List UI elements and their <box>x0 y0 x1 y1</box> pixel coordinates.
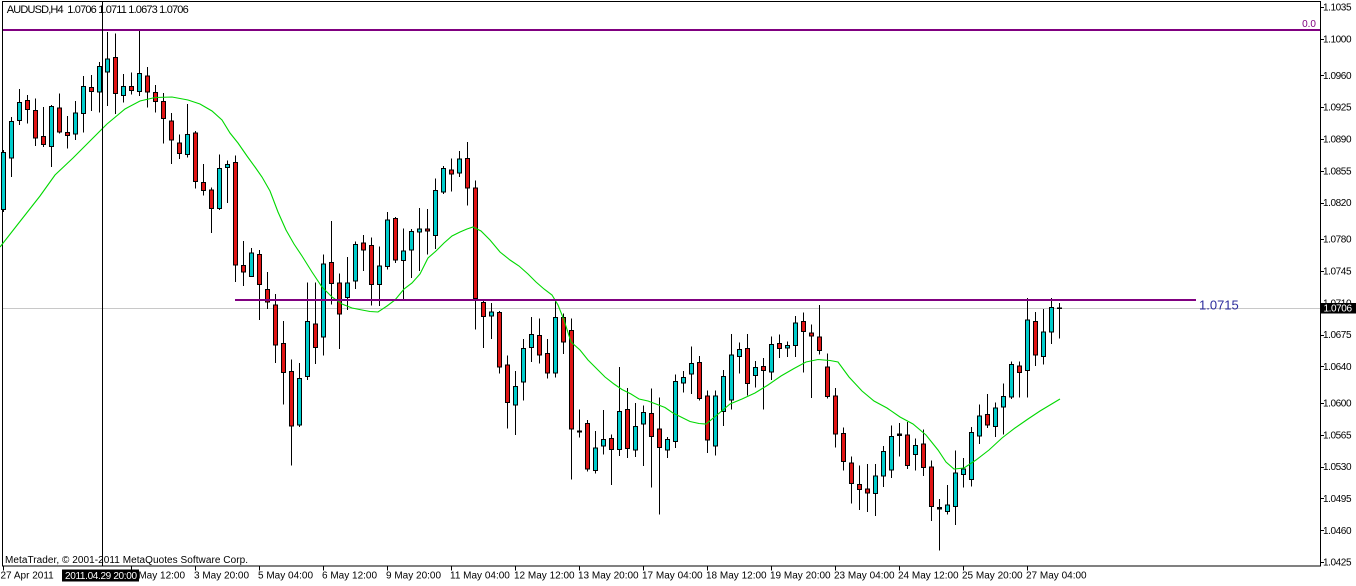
svg-text:1.0565: 1.0565 <box>1323 430 1352 441</box>
svg-text:1.0925: 1.0925 <box>1323 103 1352 114</box>
svg-text:1.0960: 1.0960 <box>1323 71 1352 82</box>
svg-text:13 May 20:00: 13 May 20:00 <box>578 571 639 582</box>
svg-text:1.0745: 1.0745 <box>1323 267 1352 278</box>
svg-text:1.0820: 1.0820 <box>1323 198 1352 209</box>
svg-text:1.1000: 1.1000 <box>1323 34 1352 45</box>
svg-text:23 May 04:00: 23 May 04:00 <box>834 571 895 582</box>
svg-text:1.0675: 1.0675 <box>1323 330 1352 341</box>
svg-text:1.0425: 1.0425 <box>1323 558 1352 569</box>
svg-text:12 May 12:00: 12 May 12:00 <box>514 571 575 582</box>
svg-text:1.0530: 1.0530 <box>1323 462 1352 473</box>
svg-text:27 May 04:00: 27 May 04:00 <box>1026 571 1087 582</box>
svg-text:2 May 12:00: 2 May 12:00 <box>130 571 185 582</box>
svg-text:1.0890: 1.0890 <box>1323 135 1352 146</box>
svg-text:24 May 12:00: 24 May 12:00 <box>898 571 959 582</box>
svg-text:25 May 20:00: 25 May 20:00 <box>962 571 1023 582</box>
svg-text:1.1035: 1.1035 <box>1323 3 1352 14</box>
svg-text:MetaTrader, © 2001-2011 MetaQu: MetaTrader, © 2001-2011 MetaQuotes Softw… <box>5 555 248 566</box>
svg-text:1.0460: 1.0460 <box>1323 526 1352 537</box>
svg-text:1.0706: 1.0706 <box>1324 304 1353 315</box>
svg-text:3 May 20:00: 3 May 20:00 <box>194 571 249 582</box>
svg-text:1.0715: 1.0715 <box>1199 298 1239 313</box>
svg-text:AUDUSD,H4 1.0706 1.0711 1.067: AUDUSD,H4 1.0706 1.0711 1.0673 1.0706 <box>7 4 189 16</box>
svg-text:1.0495: 1.0495 <box>1323 494 1352 505</box>
svg-text:1.0640: 1.0640 <box>1323 362 1352 373</box>
svg-text:11 May 04:00: 11 May 04:00 <box>450 571 510 582</box>
svg-text:27 Apr 2011: 27 Apr 2011 <box>1 571 55 582</box>
svg-text:1.0600: 1.0600 <box>1323 399 1352 410</box>
svg-text:1.0855: 1.0855 <box>1323 166 1352 177</box>
svg-text:5 May 04:00: 5 May 04:00 <box>258 571 313 582</box>
svg-text:0.0: 0.0 <box>1302 19 1316 30</box>
svg-text:18 May 12:00: 18 May 12:00 <box>706 571 767 582</box>
svg-text:2011.04.29 20:00: 2011.04.29 20:00 <box>65 571 137 582</box>
svg-text:9 May 20:00: 9 May 20:00 <box>386 571 441 582</box>
svg-text:17 May 04:00: 17 May 04:00 <box>642 571 703 582</box>
svg-text:1.0780: 1.0780 <box>1323 235 1352 246</box>
svg-text:19 May 20:00: 19 May 20:00 <box>770 571 831 582</box>
svg-text:6 May 12:00: 6 May 12:00 <box>322 571 377 582</box>
